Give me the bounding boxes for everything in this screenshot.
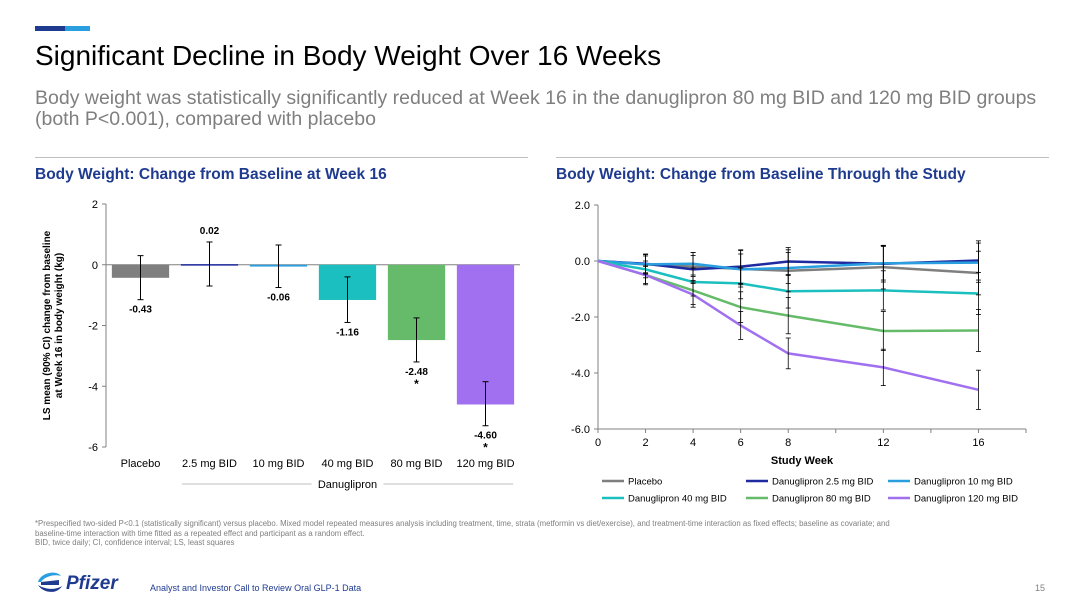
line-chart: 2.0 0.0 -2.0 -4.0 -6.0 0 2 4 6 8 12 16 Study Week Pla…	[571, 200, 1027, 505]
bar	[456, 264, 515, 405]
x-tick-label: 2.5 mg BID	[182, 458, 237, 470]
x-axis-label: Study Week	[771, 455, 834, 467]
y-tick-label: 2	[92, 199, 98, 211]
significance-marker: *	[483, 441, 488, 455]
y-tick-label: -6	[88, 442, 98, 454]
footnote-line: BID, twice daily; CI, confidence interva…	[35, 538, 235, 547]
accent-bar	[35, 26, 90, 31]
data-label: 0.02	[200, 226, 220, 237]
data-label: -0.06	[267, 293, 290, 304]
y-tick-label: 0.0	[575, 256, 590, 268]
data-label: -1.16	[336, 327, 359, 338]
slide-title: Significant Decline in Body Weight Over …	[35, 40, 662, 71]
x-tick-label: 10 mg BID	[253, 458, 305, 470]
y-tick-label: 2.0	[575, 200, 590, 212]
line-chart-title: Body Weight: Change from Baseline Throug…	[556, 166, 966, 183]
x-tick-label: 2	[642, 437, 648, 449]
legend-label: Danuglipron 120 mg BID	[914, 494, 1018, 505]
y-axis-label: at Week 16 in body weight (kg)	[54, 253, 65, 398]
logo-wordmark: Pfizer	[66, 573, 119, 594]
bar-chart-title: Body Weight: Change from Baseline at Wee…	[35, 166, 387, 183]
x-tick-label: 16	[972, 437, 984, 449]
x-tick-label: 80 mg BID	[391, 458, 443, 470]
footer-text: Analyst and Investor Call to Review Oral…	[150, 583, 362, 593]
y-tick-label: -6.0	[571, 424, 590, 436]
bar-chart: -6 -4 -2 0 2 LS mean (90% CI) change from bas…	[42, 199, 520, 491]
pfizer-logo: Pfizer	[38, 572, 119, 594]
right-panel-rule	[556, 157, 1049, 158]
legend-label: Placebo	[628, 477, 662, 488]
y-tick-label: -2	[88, 321, 98, 333]
y-tick-label: -2.0	[571, 312, 590, 324]
legend-label: Danuglipron 40 mg BID	[628, 494, 727, 505]
left-panel-rule	[35, 157, 528, 158]
slide-subtitle: Body weight was statistically significan…	[35, 87, 1037, 130]
x-tick-label: 40 mg BID	[322, 458, 374, 470]
y-tick-label: 0	[92, 260, 98, 272]
x-tick-label: 120 mg BID	[456, 458, 514, 470]
y-tick-label: -4.0	[571, 368, 590, 380]
page-number: 15	[1034, 583, 1045, 593]
x-tick-label: 12	[877, 437, 889, 449]
y-axis-label: LS mean (90% CI) change from baseline	[42, 230, 53, 420]
data-label: -0.43	[129, 305, 152, 316]
legend-label: Danuglipron 2.5 mg BID	[772, 477, 874, 488]
x-tick-label: 0	[595, 437, 601, 449]
x-tick-label: 4	[690, 437, 696, 449]
group-label: Danuglipron	[318, 479, 377, 491]
legend-label: Danuglipron 80 mg BID	[772, 494, 871, 505]
footnote-line: baseline-time interaction with time fitt…	[35, 528, 365, 538]
x-tick-label: Placebo	[121, 458, 161, 470]
x-tick-label: 8	[785, 437, 791, 449]
significance-marker: *	[414, 377, 419, 391]
x-tick-label: 6	[738, 437, 744, 449]
footnote-line: *Prespecified two-sided P<0.1 (statistic…	[35, 519, 890, 528]
footnote: *Prespecified two-sided P<0.1 (statistic…	[35, 519, 1055, 548]
y-tick-label: -4	[88, 381, 98, 393]
accent-bar-dark	[35, 26, 65, 31]
accent-bar-light	[65, 26, 90, 31]
data-label: -2.48	[405, 367, 428, 378]
legend-label: Danuglipron 10 mg BID	[914, 477, 1013, 488]
data-label: -4.60	[474, 431, 497, 442]
